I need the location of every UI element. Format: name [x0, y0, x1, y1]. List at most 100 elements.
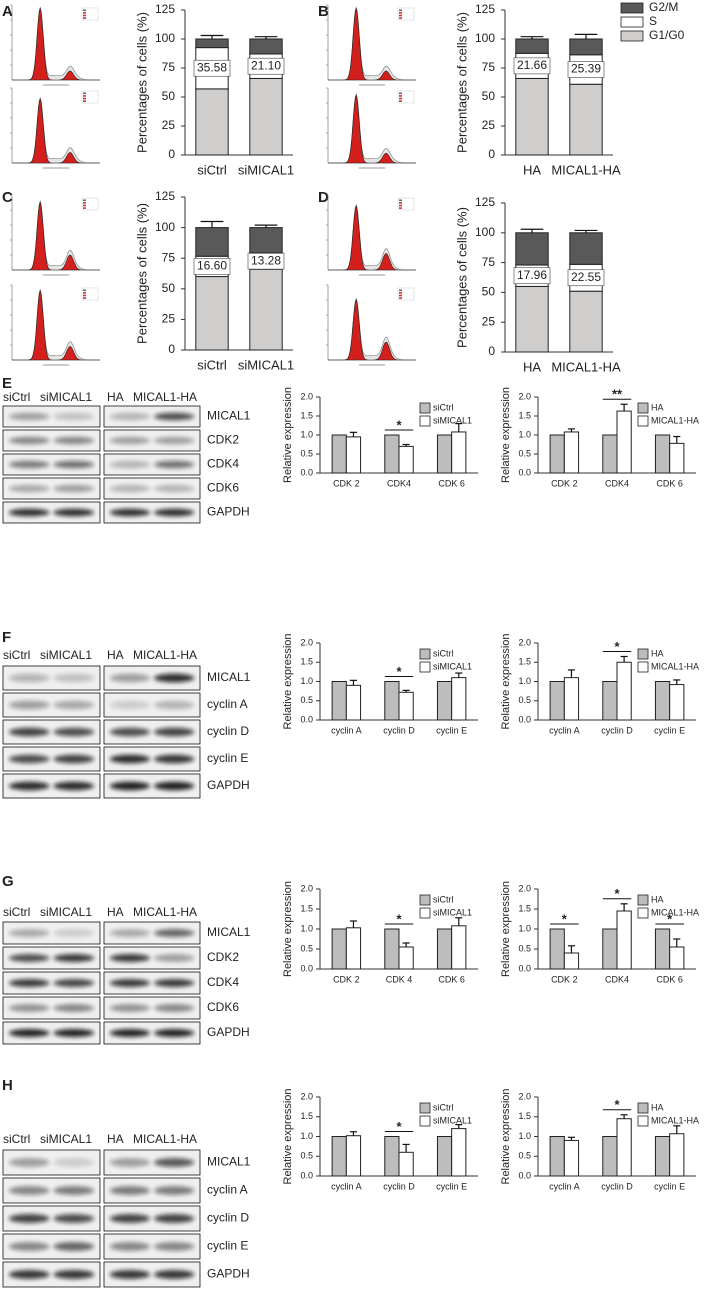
- x-tick-label: cyclin A: [549, 1181, 580, 1191]
- blot-band: [153, 673, 195, 683]
- panel-label: D: [318, 189, 329, 206]
- significance-label: *: [614, 886, 620, 901]
- band-label: MICAL1: [207, 670, 251, 684]
- y-tick-label: 0.0: [300, 1170, 313, 1180]
- bar-segment: [515, 232, 549, 266]
- legend-label: siMICAL1: [433, 1115, 472, 1125]
- y-tick-label: 125: [155, 2, 175, 16]
- histogram-legend-key: [83, 199, 86, 202]
- y-tick-label: 1.5: [300, 410, 313, 420]
- histogram-legend-key: [399, 14, 402, 17]
- blot-band: [8, 460, 50, 469]
- bar: [345, 1135, 362, 1177]
- histogram-legend-key: [83, 207, 86, 209]
- data-label: 25.39: [571, 62, 601, 76]
- band-label: CDK2: [207, 433, 239, 447]
- blot-band: [53, 673, 95, 683]
- x-tick-label: cyclin E: [436, 1181, 467, 1191]
- data-label-bg: [247, 57, 285, 75]
- y-axis-label: Percentages of cells (%): [134, 12, 149, 153]
- legend-label: siMICAL1: [433, 661, 472, 671]
- y-tick-label: 0.0: [518, 1170, 531, 1180]
- y-tick-label: 2.0: [518, 637, 531, 647]
- lane-label: MICAL1-HA: [133, 905, 197, 919]
- histogram-legend-key: [83, 292, 86, 294]
- y-tick-label: 0: [488, 147, 495, 161]
- band-label: CDK6: [207, 481, 239, 495]
- blot-box: [103, 501, 201, 524]
- blot-band: [53, 929, 95, 937]
- lane-label: MICAL1-HA: [133, 648, 197, 662]
- blot-band: [53, 1186, 95, 1195]
- blot-band: [53, 979, 95, 987]
- blot-band: [53, 436, 95, 445]
- blot-band: [53, 754, 95, 764]
- bar: [345, 927, 362, 970]
- histogram-outline: [328, 297, 416, 361]
- y-axis-label: Relative expression: [500, 634, 512, 730]
- blot-band: [153, 436, 195, 445]
- histogram-legend-key: [399, 289, 402, 292]
- y-tick-label: 75: [482, 255, 496, 269]
- panel-label: C: [2, 189, 13, 206]
- legend-label: siCtrl: [433, 402, 454, 412]
- bar: [345, 436, 362, 474]
- blot-band: [8, 436, 50, 445]
- bar: [436, 434, 453, 474]
- significance-label: *: [614, 639, 620, 654]
- bar-segment: [195, 38, 229, 49]
- band-label: cyclin E: [207, 751, 248, 765]
- x-tick-label: cyclin D: [383, 1181, 415, 1191]
- bar: [398, 1151, 414, 1177]
- blot-band: [53, 1270, 95, 1279]
- blot-box: [2, 946, 101, 970]
- y-axis-label: Relative expression: [282, 387, 294, 483]
- y-axis-label: Relative expression: [500, 881, 512, 977]
- bar: [549, 434, 565, 474]
- x-tick-label: CDK 2: [551, 478, 578, 488]
- histogram-outline: [328, 203, 416, 271]
- blot-band: [109, 1158, 151, 1167]
- blot-band: [109, 1004, 151, 1012]
- y-tick-label: 50: [162, 281, 176, 295]
- legend-swatch: [419, 648, 431, 660]
- lane-label: HA: [107, 390, 124, 404]
- histogram-legend-key: [399, 294, 402, 297]
- y-tick-label: 1.0: [518, 1131, 531, 1141]
- blot-box: [103, 996, 201, 1020]
- panel-label: E: [2, 375, 12, 392]
- y-tick-label: 1.5: [300, 903, 313, 913]
- blot-band: [153, 1214, 195, 1223]
- bar: [602, 434, 618, 474]
- bar: [563, 677, 580, 721]
- legend-label: siCtrl: [433, 1102, 454, 1112]
- blot-box: [103, 971, 201, 995]
- y-tick-label: 1.5: [300, 657, 313, 667]
- blot-band: [8, 1004, 50, 1012]
- y-tick-label: 0.0: [518, 963, 531, 973]
- histogram-legend-key: [399, 204, 402, 207]
- histogram-legend-key: [399, 92, 402, 95]
- blot-band: [153, 929, 195, 937]
- y-tick-label: 1.0: [518, 429, 531, 439]
- y-tick-label: 2.0: [300, 883, 313, 893]
- blot-band: [109, 508, 151, 517]
- y-tick-label: 0.5: [300, 943, 313, 953]
- data-label-bg: [567, 269, 605, 287]
- blot-box: [103, 453, 201, 476]
- legend-label: siMICAL1: [433, 907, 472, 917]
- lane-label: siCtrl: [3, 905, 30, 919]
- legend-swatch: [419, 894, 431, 906]
- bar-segment: [569, 83, 603, 156]
- y-tick-label: 1.5: [518, 657, 531, 667]
- x-tick-label: siMICAL1: [238, 162, 294, 177]
- blot-box: [2, 921, 101, 945]
- x-tick-label: cyclin E: [436, 725, 467, 735]
- histogram-legend-key: [83, 97, 86, 100]
- blot-band: [8, 979, 50, 987]
- legend-label: MICAL1-HA: [651, 1115, 699, 1125]
- y-axis-label: Percentages of cells (%): [134, 203, 149, 344]
- histogram-legend-key: [399, 199, 402, 202]
- bar-segment: [249, 227, 283, 254]
